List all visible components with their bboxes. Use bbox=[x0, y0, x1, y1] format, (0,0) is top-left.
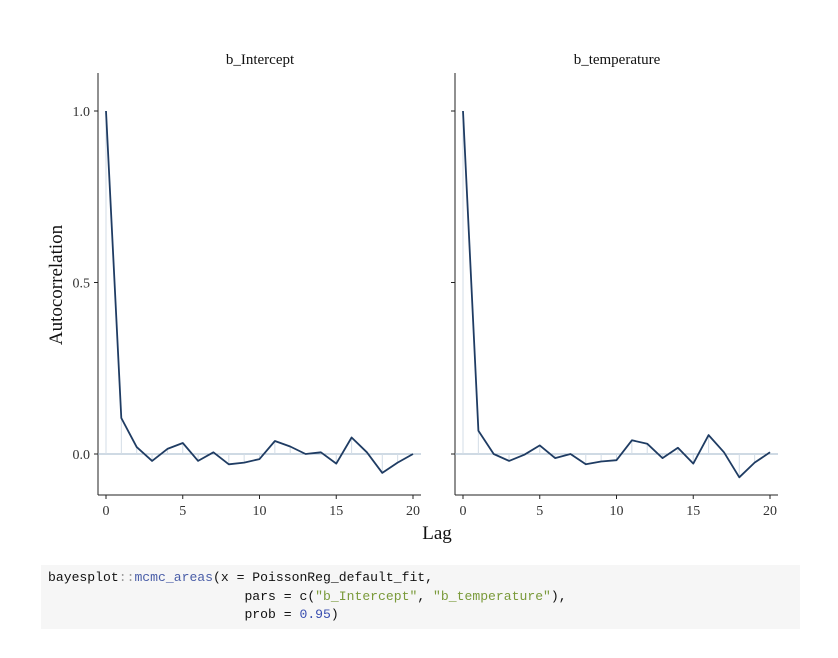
acf-line bbox=[462, 110, 771, 479]
code-separator: , bbox=[417, 588, 434, 604]
x-tick-label: 10 bbox=[610, 504, 624, 519]
code-number: 0.95 bbox=[299, 607, 331, 622]
x-tick-label: 10 bbox=[253, 504, 267, 519]
panel-b-temperature: b_temperature 0 5 10 15 20 bbox=[451, 52, 778, 519]
acf-chart: b_Intercept 0 5 10 15 20 0.0 0.5 1.0 b_temperatu… bbox=[46, 52, 778, 544]
y-tick-label: 0.5 bbox=[73, 277, 91, 292]
code-args-2: pars = c( bbox=[244, 588, 316, 604]
panel-b-intercept: b_Intercept 0 5 10 15 20 0.0 0.5 1.0 bbox=[73, 52, 421, 519]
code-namespace: bayesplot bbox=[48, 570, 119, 585]
y-tick-label: 0.0 bbox=[73, 448, 91, 463]
code-args-3: prob = bbox=[244, 607, 300, 622]
x-tick-label: 20 bbox=[406, 504, 420, 519]
x-tick-label: 0 bbox=[460, 504, 467, 519]
x-axis-title: Lag bbox=[422, 523, 452, 544]
x-tick-label: 0 bbox=[103, 504, 110, 519]
y-tick-label: 1.0 bbox=[73, 105, 91, 120]
x-tick-label: 15 bbox=[686, 504, 700, 519]
code-string-1: "b_Intercept" bbox=[315, 588, 418, 604]
code-line-3: prob = 0.95) bbox=[48, 606, 800, 625]
panel-title: b_Intercept bbox=[226, 52, 295, 68]
code-string-2: "b_temperature" bbox=[433, 588, 551, 604]
code-operator: :: bbox=[118, 570, 135, 585]
code-line-2: pars = c("b_Intercept", "b_temperature")… bbox=[48, 588, 800, 607]
y-axis-title: Autocorrelation bbox=[46, 224, 67, 345]
code-args-3-close: ) bbox=[330, 607, 339, 622]
x-tick-label: 5 bbox=[536, 504, 543, 519]
code-indent bbox=[48, 589, 244, 604]
x-tick-label: 15 bbox=[329, 504, 343, 519]
code-indent bbox=[48, 607, 244, 622]
code-args-2-close: ), bbox=[550, 588, 567, 604]
acf-line bbox=[105, 110, 414, 474]
panel-title: b_temperature bbox=[574, 52, 661, 68]
x-tick-label: 5 bbox=[179, 504, 186, 519]
code-function: mcmc_areas bbox=[134, 570, 214, 585]
code-args-1: (x = PoissonReg_default_fit, bbox=[213, 570, 434, 585]
code-line-1: bayesplot::mcmc_areas(x = PoissonReg_def… bbox=[48, 569, 800, 588]
x-tick-label: 20 bbox=[763, 504, 777, 519]
code-block: bayesplot::mcmc_areas(x = PoissonReg_def… bbox=[41, 565, 800, 629]
